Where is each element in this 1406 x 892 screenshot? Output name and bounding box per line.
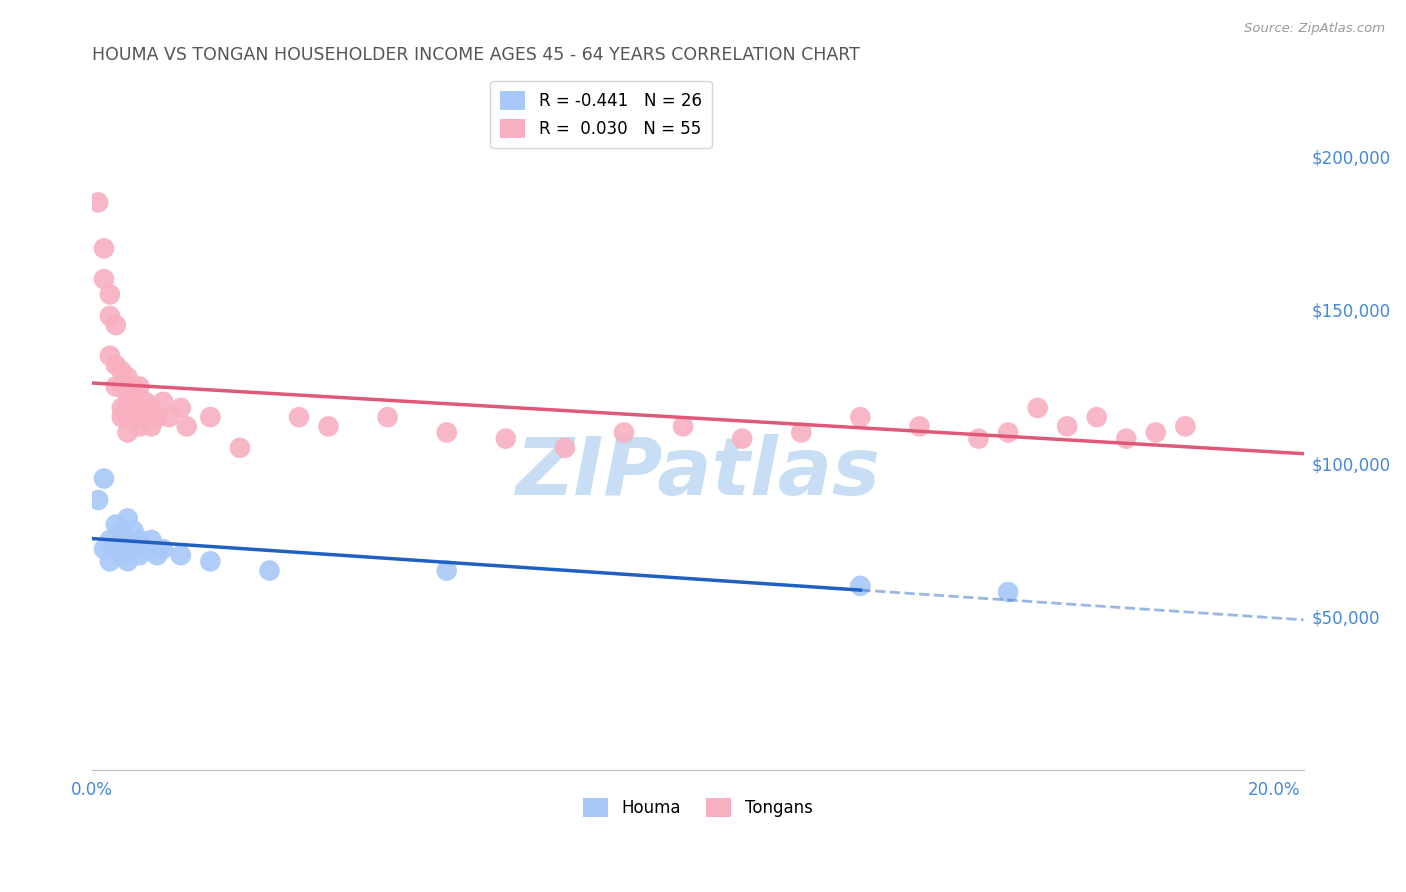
Point (1085, 410, 1108, 425)
Point (141, 401, 163, 415)
Point (134, 542, 156, 557)
Text: ZIPatlas: ZIPatlas (516, 434, 880, 512)
Point (200, 554, 222, 568)
Point (997, 425, 1019, 440)
Point (98, 287, 121, 301)
Point (141, 419, 163, 434)
Point (104, 517, 127, 532)
Point (128, 548, 150, 562)
Point (122, 394, 145, 409)
Point (117, 533, 139, 547)
Point (554, 441, 576, 455)
Point (731, 432, 754, 446)
Point (790, 425, 813, 440)
Point (122, 410, 145, 425)
Point (117, 389, 139, 403)
Point (436, 425, 458, 440)
Point (98, 533, 121, 547)
Point (87, 493, 110, 508)
Point (134, 410, 156, 425)
Point (128, 401, 150, 415)
Point (128, 419, 150, 434)
Point (122, 524, 145, 538)
Point (111, 364, 134, 378)
Text: Source: ZipAtlas.com: Source: ZipAtlas.com (1244, 22, 1385, 36)
Point (672, 419, 695, 434)
Point (613, 425, 636, 440)
Point (1144, 425, 1167, 440)
Point (98, 349, 121, 363)
Point (1026, 401, 1049, 415)
Point (176, 419, 198, 434)
Point (152, 542, 174, 557)
Point (128, 379, 150, 393)
Point (229, 441, 252, 455)
Point (128, 533, 150, 547)
Point (849, 410, 872, 425)
Point (122, 542, 145, 557)
Point (117, 511, 139, 525)
Point (93, 471, 115, 485)
Point (93, 241, 115, 255)
Point (200, 410, 222, 425)
Point (111, 524, 134, 538)
Point (104, 358, 127, 372)
Point (170, 401, 193, 415)
Point (111, 410, 134, 425)
Legend: Houma, Tongans: Houma, Tongans (576, 791, 820, 824)
Point (104, 379, 127, 393)
Point (111, 401, 134, 415)
Point (98, 554, 121, 568)
Point (318, 419, 340, 434)
Point (259, 564, 281, 578)
Point (141, 533, 163, 547)
Point (93, 272, 115, 286)
Point (93, 542, 115, 557)
Point (495, 432, 517, 446)
Point (117, 410, 139, 425)
Point (967, 432, 990, 446)
Point (1115, 432, 1137, 446)
Point (170, 548, 193, 562)
Point (146, 548, 169, 562)
Point (377, 410, 399, 425)
Point (908, 419, 931, 434)
Point (111, 379, 134, 393)
Point (152, 394, 174, 409)
Point (288, 410, 311, 425)
Point (104, 542, 127, 557)
Text: HOUMA VS TONGAN HOUSEHOLDER INCOME AGES 45 - 64 YEARS CORRELATION CHART: HOUMA VS TONGAN HOUSEHOLDER INCOME AGES … (93, 46, 860, 64)
Point (146, 410, 169, 425)
Point (436, 564, 458, 578)
Point (157, 410, 180, 425)
Point (849, 579, 872, 593)
Point (87, 195, 110, 210)
Point (98, 309, 121, 323)
Point (1174, 419, 1197, 434)
Point (1056, 419, 1078, 434)
Point (134, 394, 156, 409)
Point (111, 548, 134, 562)
Point (117, 370, 139, 384)
Point (117, 425, 139, 440)
Point (122, 379, 145, 393)
Point (117, 554, 139, 568)
Point (997, 585, 1019, 599)
Point (117, 401, 139, 415)
Point (104, 318, 127, 332)
